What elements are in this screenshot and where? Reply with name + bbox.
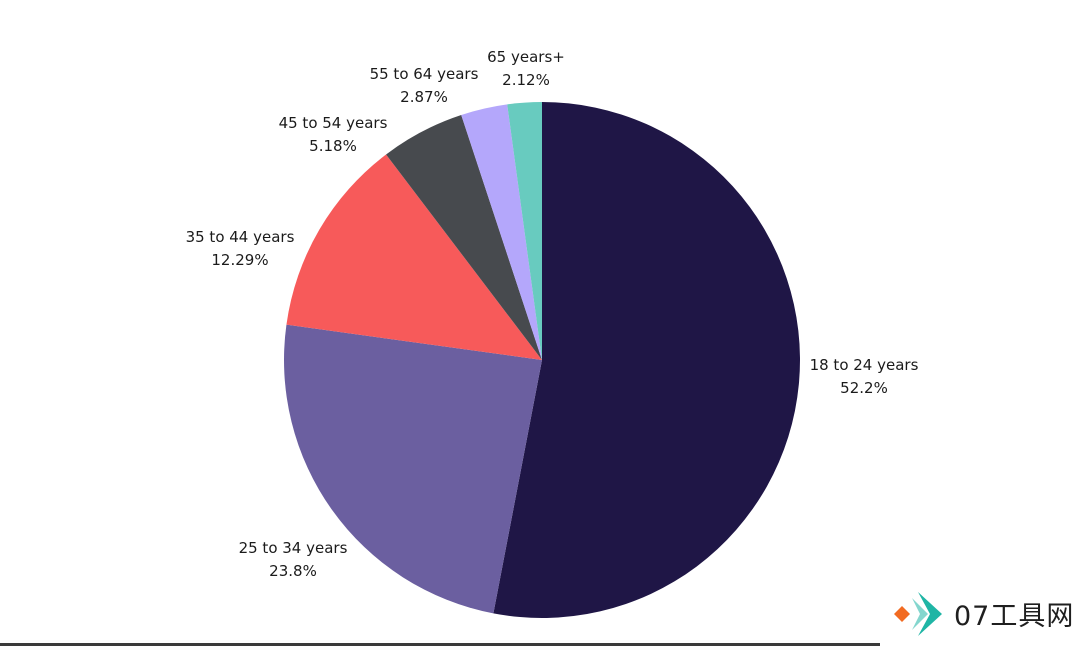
slice-value-1: 52.2% xyxy=(840,379,888,397)
slice-label-6: 65 years+ xyxy=(487,48,565,66)
slice-value-6: 2.12% xyxy=(502,71,550,89)
slice-label-5: 55 to 64 years xyxy=(370,65,479,83)
pie-labels: 18 to 24 years 52.2% 25 to 34 years 23.8% 35… xyxy=(186,48,919,580)
pie-slice-4 xyxy=(386,114,542,360)
pie-slice-2 xyxy=(284,324,542,614)
pie-slice-5 xyxy=(461,104,542,360)
watermark-text: 07工具网 xyxy=(954,601,1075,632)
slice-label-2: 25 to 34 years xyxy=(239,539,348,557)
pie-slices xyxy=(284,102,800,618)
slice-label-1: 18 to 24 years xyxy=(810,356,919,374)
pie-slice-6 xyxy=(507,102,542,360)
slice-value-5: 2.87% xyxy=(400,88,448,106)
pie-slice-1 xyxy=(493,102,800,618)
slice-value-2: 23.8% xyxy=(269,562,317,580)
slice-value-4: 5.18% xyxy=(309,137,357,155)
pie-slice-3 xyxy=(286,154,542,360)
bottom-divider xyxy=(0,643,880,646)
slice-label-3: 35 to 44 years xyxy=(186,228,295,246)
slice-label-4: 45 to 54 years xyxy=(279,114,388,132)
watermark: 07工具网 xyxy=(880,580,1080,646)
watermark-logo-icon xyxy=(894,592,942,636)
slice-value-3: 12.29% xyxy=(211,251,268,269)
